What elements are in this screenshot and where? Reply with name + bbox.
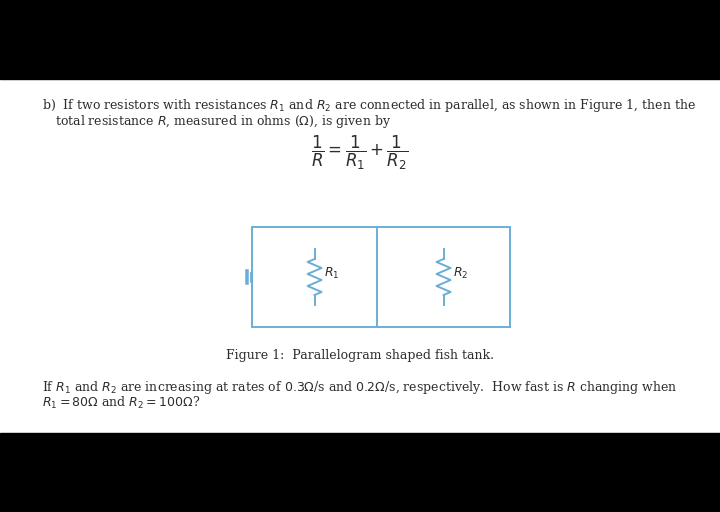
Text: Figure 1:  Parallelogram shaped fish tank.: Figure 1: Parallelogram shaped fish tank… [226,349,494,362]
Text: $R_1 = 80\Omega$ and $R_2 = 100\Omega$?: $R_1 = 80\Omega$ and $R_2 = 100\Omega$? [42,395,200,411]
Text: $\dfrac{1}{R} = \dfrac{1}{R_1} + \dfrac{1}{R_2}$: $\dfrac{1}{R} = \dfrac{1}{R_1} + \dfrac{… [311,133,409,172]
Bar [0,433,720,512]
Text: If $R_1$ and $R_2$ are increasing at rates of $0.3\Omega$/s and $0.2\Omega$/s, r: If $R_1$ and $R_2$ are increasing at rat… [42,379,678,396]
Bar [252,227,510,327]
Text: total resistance $R$, measured in ohms ($\Omega$), is given by: total resistance $R$, measured in ohms (… [55,113,391,131]
Text: $R_1$: $R_1$ [323,265,339,281]
Text: b)  If two resistors with resistances $R_1$ and $R_2$ are connected in parallel,: b) If two resistors with resistances $R_… [42,97,696,114]
Bar [0,0,720,79]
Text: $R_2$: $R_2$ [453,265,468,281]
